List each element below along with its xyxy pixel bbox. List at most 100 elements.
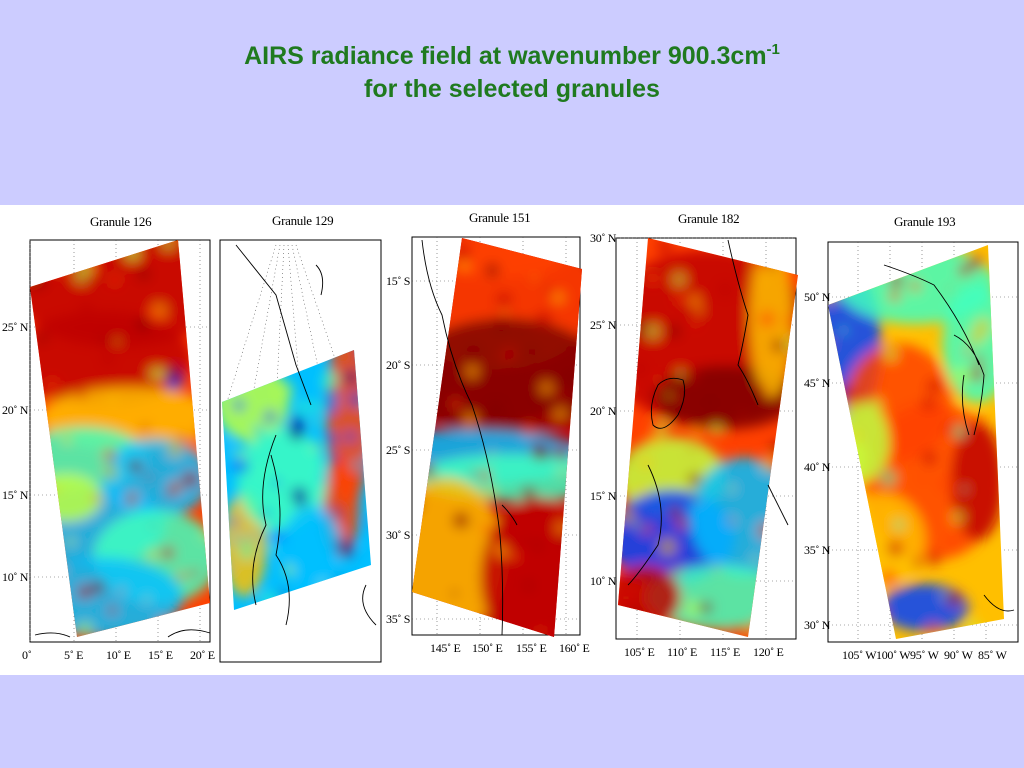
radiance-texture	[648, 262, 654, 267]
panel-title: Granule 151	[469, 210, 531, 225]
x-tick-label: 100˚ W	[876, 648, 911, 662]
radiance-texture	[684, 368, 699, 382]
y-tick-label: 25˚ N	[2, 320, 29, 334]
y-tick-label: 50˚ N	[804, 290, 831, 304]
radiance-texture	[318, 471, 330, 484]
radiance-texture	[232, 399, 246, 412]
radiance-texture	[350, 460, 361, 471]
radiance-texture	[114, 338, 121, 344]
radiance-texture	[722, 451, 729, 458]
radiance-texture	[759, 279, 767, 287]
y-tick-label: 40˚ N	[804, 460, 831, 474]
x-tick-label: 10˚ E	[106, 648, 131, 662]
radiance-texture	[963, 347, 972, 356]
radiance-texture	[673, 565, 683, 575]
radiance-texture	[504, 416, 510, 421]
x-tick-label: 155˚ E	[516, 641, 547, 655]
radiance-texture	[759, 384, 768, 392]
radiance-texture	[639, 456, 652, 469]
x-tick-label: 115˚ E	[710, 645, 741, 659]
coastline	[421, 239, 518, 636]
radiance-texture	[168, 480, 183, 495]
title-line-1: AIRS radiance field at wavenumber 900.3c…	[0, 40, 1024, 73]
slide-title: AIRS radiance field at wavenumber 900.3c…	[0, 40, 1024, 106]
granule-map-126	[29, 239, 211, 643]
radiance-texture	[451, 589, 459, 597]
radiance-texture	[268, 543, 278, 553]
radiance-texture	[959, 503, 969, 513]
x-tick-label: 120˚ E	[753, 645, 784, 659]
radiance-texture	[532, 443, 550, 461]
x-tick-label: 95˚ W	[910, 648, 939, 662]
radiance-texture	[522, 421, 537, 437]
panel-title: Granule 126	[90, 214, 152, 229]
y-tick-label: 30˚ N	[590, 231, 617, 245]
radiance-texture	[529, 502, 537, 510]
radiance-texture	[478, 469, 492, 482]
radiance-texture	[676, 369, 686, 379]
granule-panel-129: Granule 129	[216, 205, 386, 675]
radiance-texture	[109, 274, 121, 285]
radiance-texture	[156, 376, 169, 389]
x-tick-label: 150˚ E	[472, 641, 503, 655]
radiance-texture	[521, 485, 536, 500]
radiance-texture	[501, 307, 508, 314]
x-tick-label: 105˚ W	[842, 648, 877, 662]
radiance-texture	[512, 552, 522, 562]
radiance-texture	[957, 263, 971, 277]
radiance-texture	[536, 309, 553, 326]
radiance-texture	[668, 505, 681, 519]
radiance-texture	[636, 486, 647, 498]
radiance-texture	[76, 584, 93, 600]
radiance-texture	[951, 510, 965, 524]
title-line-2: for the selected granules	[364, 75, 660, 103]
radiance-texture	[488, 451, 494, 457]
radiance-texture	[625, 596, 639, 610]
y-tick-label: 10˚ N	[2, 570, 29, 584]
y-tick-label: 15˚ S	[386, 274, 411, 288]
radiance-texture	[727, 518, 735, 525]
radiance-texture	[458, 260, 470, 272]
panel-title: Granule 182	[678, 211, 740, 226]
x-tick-label: 0˚	[22, 648, 32, 662]
radiance-texture	[432, 477, 438, 482]
x-tick-label: 85˚ W	[978, 648, 1007, 662]
radiance-texture	[699, 601, 713, 614]
radiance-texture	[633, 521, 640, 529]
radiance-texture	[331, 508, 341, 518]
granule-map-193	[827, 241, 1019, 643]
radiance-texture	[263, 410, 277, 424]
y-tick-label: 20˚ N	[2, 403, 29, 417]
radiance-texture	[465, 344, 482, 361]
radiance-texture	[552, 406, 569, 423]
radiance-texture	[953, 425, 966, 439]
radiance-texture	[961, 486, 968, 493]
radiance-texture	[313, 400, 326, 414]
radiance-texture	[893, 519, 905, 531]
radiance-texture	[557, 467, 565, 475]
radiance-texture	[323, 400, 338, 415]
panel-title: Granule 129	[272, 213, 334, 228]
radiance-texture	[920, 473, 928, 481]
granule-panel-151: Granule 151 145˚ E 150˚ E 155˚ E 160˚ E 15˚ …	[382, 205, 590, 675]
radiance-texture	[298, 440, 305, 446]
radiance-texture	[311, 418, 319, 426]
radiance-texture	[676, 517, 688, 530]
radiance-texture	[297, 399, 312, 415]
coastline	[883, 264, 1015, 612]
y-tick-label: 35˚ S	[386, 612, 411, 626]
radiance-texture	[654, 375, 661, 383]
radiance-texture	[311, 441, 321, 452]
radiance-texture	[243, 429, 258, 445]
radiance-texture	[649, 434, 661, 445]
coastline	[235, 244, 377, 626]
y-tick-label: 35˚ N	[804, 543, 831, 557]
radiance-texture	[102, 464, 118, 480]
radiance-region	[880, 583, 969, 632]
x-tick-label: 5˚ E	[64, 648, 84, 662]
y-tick-label: 15˚ N	[2, 488, 29, 502]
radiance-texture	[969, 329, 985, 345]
radiance-texture	[77, 391, 86, 400]
granule-panel-182: Granule 182 105˚ E 110˚ E 115˚ E 120˚ E 30˚ …	[588, 205, 803, 675]
radiance-texture	[79, 301, 93, 315]
